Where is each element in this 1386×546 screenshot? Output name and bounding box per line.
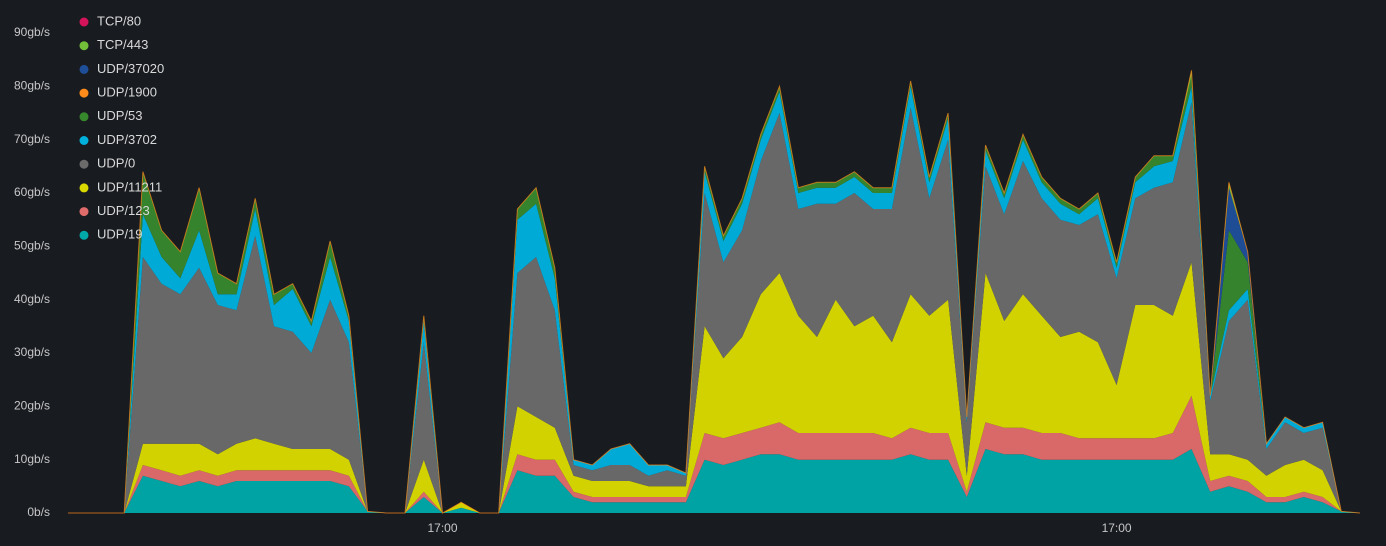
legend-label: UDP/11211 bbox=[97, 179, 162, 194]
legend-marker bbox=[79, 64, 89, 74]
legend-label: UDP/3702 bbox=[97, 132, 157, 147]
x-tick-label: 17:00 bbox=[1102, 521, 1132, 535]
legend-marker bbox=[79, 17, 89, 27]
legend-marker bbox=[79, 41, 89, 51]
legend: TCP/80 TCP/443 UDP/37020 UDP/1900 UDP/53 UDP/… bbox=[79, 13, 164, 242]
area bbox=[68, 449, 1360, 513]
y-tick-label: 20gb/s bbox=[14, 399, 50, 413]
legend-label: UDP/0 bbox=[97, 156, 135, 171]
legend-marker bbox=[79, 159, 89, 169]
legend-label: UDP/123 bbox=[97, 203, 150, 218]
top-outline bbox=[68, 70, 1361, 514]
legend-marker bbox=[79, 207, 89, 217]
y-tick-label: 90gb/s bbox=[14, 25, 50, 39]
y-tick-label: 10gb/s bbox=[14, 452, 50, 466]
legend-marker bbox=[79, 136, 89, 145]
y-tick-label: 80gb/s bbox=[14, 79, 50, 93]
legend-label: UDP/53 bbox=[97, 108, 143, 123]
legend-label: TCP/443 bbox=[97, 37, 148, 52]
area bbox=[68, 86, 1360, 514]
legend-marker bbox=[79, 183, 89, 193]
area bbox=[68, 262, 1360, 513]
axes: 0b/s 10gb/s 20gb/s 30gb/s 40gb/s 50gb/s 60gb/s… bbox=[14, 25, 1132, 535]
legend-label: TCP/80 bbox=[97, 13, 141, 28]
legend-marker bbox=[79, 230, 89, 240]
y-tick-label: 30gb/s bbox=[14, 345, 50, 359]
legend-marker bbox=[79, 88, 89, 98]
legend-label: UDP/1900 bbox=[97, 85, 157, 100]
x-tick-label: 17:00 bbox=[427, 521, 457, 535]
plot-area bbox=[68, 70, 1361, 514]
area bbox=[68, 102, 1360, 514]
area bbox=[68, 395, 1360, 513]
y-tick-label: 50gb/s bbox=[14, 239, 50, 253]
y-tick-label: 70gb/s bbox=[14, 132, 50, 146]
y-tick-label: 0b/s bbox=[27, 505, 50, 519]
legend-marker bbox=[79, 112, 89, 122]
y-tick-label: 60gb/s bbox=[14, 185, 50, 199]
y-tick-label: 40gb/s bbox=[14, 292, 50, 306]
legend-label: UDP/19 bbox=[97, 227, 143, 242]
legend-label: UDP/37020 bbox=[97, 61, 164, 76]
